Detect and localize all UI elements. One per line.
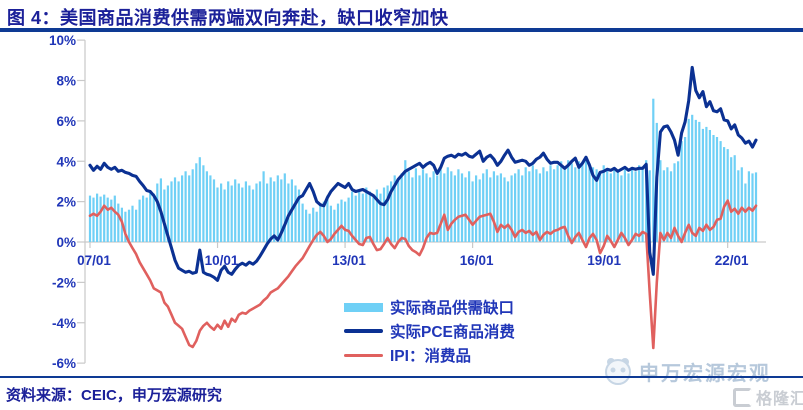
title-underline (0, 28, 803, 32)
svg-text:2%: 2% (56, 195, 76, 210)
svg-text:-6%: -6% (52, 356, 76, 371)
legend-label-ipi: IPI：消费品 (390, 348, 471, 365)
ipi-line-swatch-icon (344, 353, 383, 357)
source-note: 资料来源：CEIC，申万宏源研究 (6, 387, 222, 404)
pce-line-swatch-icon (344, 329, 383, 333)
svg-text:13/01: 13/01 (332, 253, 366, 268)
legend-item-pce: 实际PCE商品消费 (344, 319, 515, 343)
svg-text:8%: 8% (56, 74, 76, 89)
svg-text:16/01: 16/01 (460, 253, 494, 268)
gelonghui-logo-icon (733, 387, 752, 407)
svg-text:10/01: 10/01 (205, 253, 239, 268)
figure-title: 图 4：美国商品消费供需两端双向奔赴，缺口收窄加快 (7, 8, 449, 28)
svg-text:10%: 10% (49, 33, 76, 48)
svg-text:6%: 6% (56, 114, 76, 129)
svg-text:0%: 0% (56, 235, 76, 250)
svg-text:-4%: -4% (52, 316, 76, 331)
panda-logo-icon (605, 358, 631, 385)
watermark-gelonghui-text: 格隆汇 (756, 391, 803, 408)
svg-text:19/01: 19/01 (587, 253, 621, 268)
legend-item-ipi: IPI：消费品 (344, 343, 515, 367)
svg-text:07/01: 07/01 (77, 253, 111, 268)
legend-label-pce: 实际PCE商品消费 (390, 324, 515, 341)
watermark-gelonghui: 格隆汇 (733, 385, 803, 409)
legend-label-gap: 实际商品供需缺口 (390, 300, 515, 317)
watermark-swhy-text: 申万宏源宏观 (639, 362, 771, 385)
svg-text:-2%: -2% (52, 275, 76, 290)
svg-text:4%: 4% (56, 154, 76, 169)
legend-item-gap: 实际商品供需缺口 (344, 295, 515, 319)
gap-bar-swatch-icon (344, 302, 383, 312)
footer-divider (0, 376, 803, 378)
watermark-swhy: 申万宏源宏观 (603, 356, 771, 386)
svg-text:22/01: 22/01 (715, 253, 749, 268)
chart-legend: 实际商品供需缺口 实际PCE商品消费 IPI：消费品 (344, 295, 515, 367)
